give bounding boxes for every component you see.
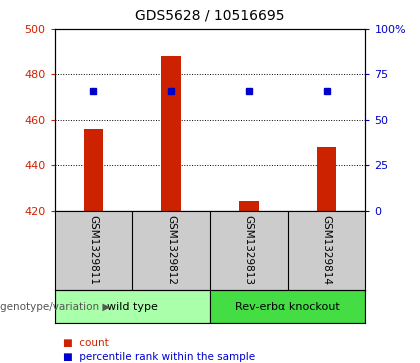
Bar [161,56,181,211]
Bar [210,290,365,323]
Text: Rev-erbα knockout: Rev-erbα knockout [235,302,340,312]
Text: ■  percentile rank within the sample: ■ percentile rank within the sample [63,352,255,362]
Text: GDS5628 / 10516695: GDS5628 / 10516695 [135,9,285,23]
Bar [317,147,336,211]
Text: genotype/variation ▶: genotype/variation ▶ [0,302,111,312]
Text: ■  count: ■ count [63,338,109,348]
Text: GSM1329811: GSM1329811 [89,215,98,285]
Text: GSM1329812: GSM1329812 [166,215,176,285]
Text: wild type: wild type [107,302,158,312]
Bar [84,129,103,211]
Text: GSM1329814: GSM1329814 [322,215,331,285]
Text: GSM1329813: GSM1329813 [244,215,254,285]
Bar [55,290,210,323]
Bar [239,201,259,211]
